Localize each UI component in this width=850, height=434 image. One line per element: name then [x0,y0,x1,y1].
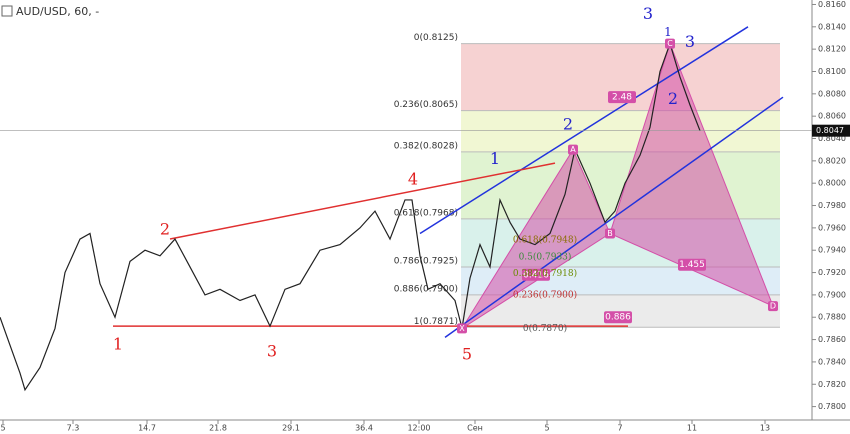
y-tick-label: 0.7980 [818,201,846,210]
x-tick-label: 7 [617,424,622,433]
pattern-label: D [770,302,776,311]
fib-label: 1(0.7871) [414,317,458,327]
pattern-point [768,301,778,312]
x-tick-label: 13 [760,424,770,433]
pattern-label: C [667,39,673,48]
annotation: 1 [664,25,672,39]
annotation: 2 [563,115,573,134]
x-tick-label: Сен [467,424,483,433]
ratio-label: 0.416 [523,270,549,280]
annotation: 0.5(0.7933) [519,251,572,262]
y-tick-label: 0.8100 [818,67,846,76]
y-tick-label: 0.8120 [818,45,846,54]
pattern-point [665,38,675,49]
annotation: 0.382(0.7918) [513,268,577,279]
annotation: 5 [462,345,472,364]
ratio-box [604,311,632,324]
pattern-triangle [461,148,611,329]
fib-label: 0.618(0.7968) [394,208,458,218]
ratio-box [522,268,550,281]
pattern-label: B [607,229,613,238]
trend-line [169,162,556,240]
x-tick-label: 14.7 [138,424,156,433]
x-tick-label: 11 [687,424,697,433]
y-tick-label: 0.7900 [818,290,846,299]
y-tick-label: 0.8140 [818,22,846,31]
annotation: 2 [160,220,170,239]
annotation: 1 [490,149,500,168]
x-tick-label: 36.4 [355,424,373,433]
fib-band [461,110,780,152]
ratio-label: 0.886 [605,313,631,323]
fib-label: 0(0.8125) [414,33,458,43]
annotation: 0(0.7870) [523,323,567,334]
annotation: 0.618(0.7948) [513,235,577,246]
y-tick-label: 0.7840 [818,357,846,366]
fib-label: 0.886(0.7900) [394,284,458,294]
x-tick-label: 12:00 [407,424,430,433]
ratio-box [678,258,706,271]
y-tick-label: 0.8040 [818,134,846,143]
pattern-point [457,323,467,334]
y-tick-label: 0.7960 [818,223,846,232]
annotation: 2 [668,89,678,108]
x-tick-label: 7.3 [67,424,80,433]
y-tick-label: 0.8160 [818,0,846,9]
trend-line [444,96,784,338]
y-tick-label: 0.7920 [818,268,846,277]
fib-label: 0.382(0.8028) [394,141,458,151]
collapse-icon[interactable] [1,5,13,17]
y-tick-label: 0.8020 [818,156,846,165]
trend-line [419,26,749,235]
price-line [0,41,701,392]
annotation: 3 [643,4,653,23]
pattern-point [568,144,578,155]
chart-title: AUD/USD, 60, - [16,5,99,18]
y-tick-label: 0.8000 [818,179,846,188]
ratio-label: 1.455 [679,260,705,270]
annotation: 3 [685,32,695,51]
x-tick-label: 29.1 [282,424,300,433]
annotation: 3 [267,341,277,360]
ratio-box [608,91,636,104]
y-tick-label: 0.7800 [818,402,846,411]
y-tick-label: 0.7940 [818,246,846,255]
pattern-point [605,228,615,239]
fib-label: 0.786(0.7925) [394,256,458,266]
pattern-label: X [459,324,465,333]
current-price-box [812,124,850,137]
annotation: 4 [408,169,418,188]
annotation: 1 [113,335,123,354]
y-tick-label: 0.8080 [818,89,846,98]
y-tick-label: 0.7860 [818,335,846,344]
y-tick-label: 0.7880 [818,313,846,322]
annotation: 0.236(0.7900) [513,289,577,300]
pattern-label: A [570,145,576,154]
ratio-label: 2.48 [612,93,632,103]
x-tick-label: 21.8 [209,424,227,433]
x-tick-label: 5 [544,424,549,433]
current-price-label: 0.8047 [816,126,844,135]
fib-label: 0.236(0.8065) [394,100,458,110]
y-tick-label: 0.7820 [818,380,846,389]
y-tick-label: 0.8060 [818,112,846,121]
x-tick-label: 5 [0,424,5,433]
